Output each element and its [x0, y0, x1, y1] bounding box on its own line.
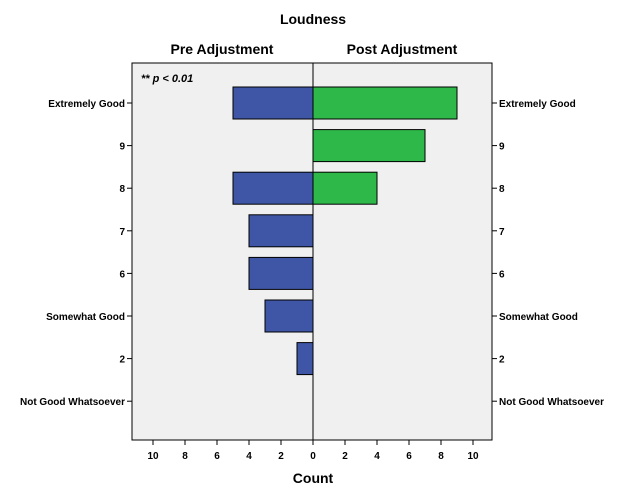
post-bar-1 [312, 129, 426, 163]
x-tick-label: 2 [342, 451, 348, 462]
right-category-label: Somewhat Good [499, 312, 578, 323]
left-category-label: 6 [119, 269, 125, 280]
pre-bar-0 [232, 86, 314, 120]
x-tick-label: 10 [147, 451, 159, 462]
left-category-label: Not Good Whatsoever [20, 397, 125, 408]
x-tick-label: 0 [310, 451, 316, 462]
post-bar-0 [312, 86, 458, 120]
left-panel-title: Pre Adjustment [171, 41, 274, 57]
x-axis-label: Count [293, 470, 334, 486]
significance-note: ** p < 0.01 [141, 73, 193, 85]
pre-bar-6 [296, 342, 314, 376]
x-tick-label: 6 [406, 451, 412, 462]
x-tick-label: 10 [467, 451, 479, 462]
right-category-label: 7 [499, 227, 505, 238]
right-category-label: Not Good Whatsoever [499, 397, 604, 408]
left-category-label: Extremely Good [48, 99, 125, 110]
left-category-label: 9 [119, 142, 125, 153]
right-category-label: 6 [499, 269, 505, 280]
right-category-label: 2 [499, 355, 505, 366]
right-panel-title: Post Adjustment [347, 41, 458, 57]
x-tick-label: 2 [278, 451, 284, 462]
left-category-label: Somewhat Good [46, 312, 125, 323]
left-category-label: 2 [119, 355, 125, 366]
chart-title: Loudness [280, 11, 346, 27]
pre-bar-4 [248, 256, 314, 290]
x-tick-label: 4 [374, 451, 380, 462]
x-tick-label: 6 [214, 451, 220, 462]
left-category-label: 8 [119, 184, 125, 195]
post-bar-2 [312, 171, 378, 205]
x-tick-label: 4 [246, 451, 252, 462]
x-tick-label: 8 [438, 451, 444, 462]
plot-area [131, 62, 493, 441]
x-tick-label: 8 [182, 451, 188, 462]
right-category-label: Extremely Good [499, 99, 576, 110]
left-category-label: 7 [119, 227, 125, 238]
right-category-label: 8 [499, 184, 505, 195]
pre-bar-5 [264, 299, 314, 333]
pre-bar-2 [232, 171, 314, 205]
right-category-label: 9 [499, 142, 505, 153]
pre-bar-3 [248, 214, 314, 248]
